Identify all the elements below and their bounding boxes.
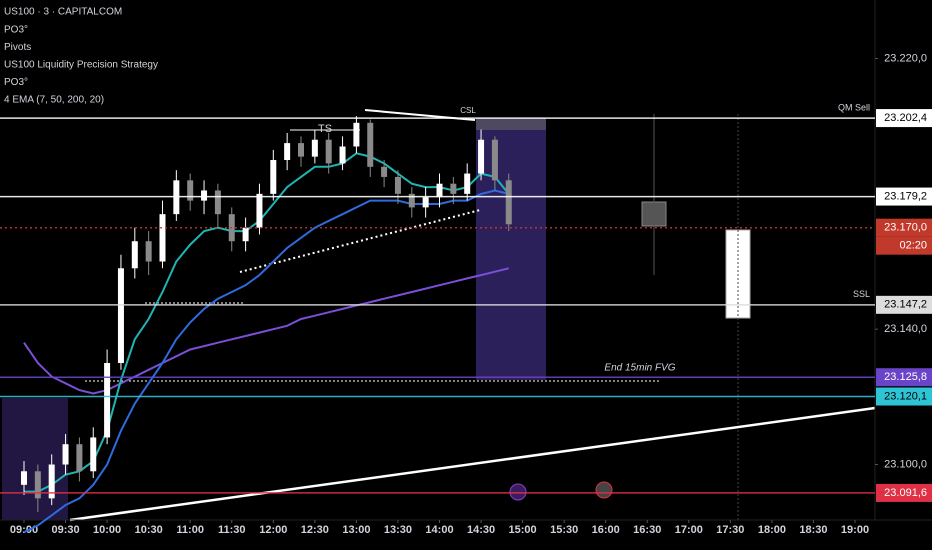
candle-body bbox=[505, 180, 512, 225]
event-icon[interactable] bbox=[595, 481, 613, 499]
price-label-bg bbox=[876, 387, 932, 406]
candle-body bbox=[353, 122, 360, 147]
candle-body bbox=[76, 444, 83, 472]
candle-body bbox=[394, 176, 401, 194]
candle-body bbox=[62, 444, 69, 465]
x-tick-label: 12:00 bbox=[259, 524, 287, 536]
x-tick-label: 14:30 bbox=[467, 524, 495, 536]
candle-body bbox=[48, 464, 55, 499]
trend-line bbox=[69, 406, 876, 522]
candle-body bbox=[491, 139, 498, 181]
x-tick-label: 11:30 bbox=[218, 524, 246, 536]
price-label: 23.202,4 bbox=[884, 112, 927, 124]
annotation: End 15min FVG bbox=[604, 363, 675, 374]
x-tick-label: 09:30 bbox=[51, 524, 79, 536]
x-tick-label: 16:30 bbox=[633, 524, 661, 536]
legend-entry: PO3° bbox=[4, 77, 28, 88]
candle-body bbox=[117, 268, 124, 364]
candle-body bbox=[90, 437, 97, 472]
candle-body bbox=[256, 193, 263, 228]
price-label: 23.125,8 bbox=[884, 371, 927, 383]
x-tick-label: 10:00 bbox=[93, 524, 121, 536]
candle-body bbox=[242, 227, 249, 242]
candle-body bbox=[21, 471, 27, 485]
x-tick-label: 12:30 bbox=[301, 524, 329, 536]
candle-body bbox=[478, 139, 485, 174]
chart-title: US100 · 3 · CAPITALCOM bbox=[4, 7, 122, 18]
price-label-bg bbox=[876, 368, 932, 387]
legend-entry: US100 Liquidity Precision Strategy bbox=[4, 60, 158, 71]
x-tick-label: 13:30 bbox=[384, 524, 412, 536]
price-label: 23.147,2 bbox=[884, 299, 927, 311]
countdown-bg bbox=[876, 236, 932, 255]
legend-entry: Pivots bbox=[4, 42, 31, 53]
trend-line bbox=[239, 209, 481, 273]
price-label-bg bbox=[876, 109, 932, 128]
x-tick-label: 10:30 bbox=[135, 524, 163, 536]
candle-body bbox=[408, 193, 415, 208]
price-label: 23.120,1 bbox=[884, 390, 927, 402]
candle-body bbox=[311, 139, 318, 157]
x-tick-label: 15:00 bbox=[509, 524, 537, 536]
annotation: TS bbox=[318, 123, 332, 135]
x-tick-label: 16:00 bbox=[592, 524, 620, 536]
x-tick-label: 17:00 bbox=[675, 524, 703, 536]
x-tick-label: 14:00 bbox=[425, 524, 453, 536]
event-icon[interactable] bbox=[509, 483, 527, 501]
candle-body bbox=[422, 197, 429, 208]
price-label: 23.170,0 bbox=[884, 222, 927, 234]
x-tick-label: 13:00 bbox=[342, 524, 370, 536]
candle-body bbox=[298, 143, 304, 157]
candle-body bbox=[34, 471, 41, 499]
price-label-bg bbox=[876, 218, 932, 237]
price-label: 23.179,2 bbox=[884, 190, 927, 202]
level-text: QM Sell bbox=[838, 102, 870, 112]
price-label-bg bbox=[876, 483, 932, 502]
candle-body bbox=[339, 146, 346, 164]
x-tick-label: 19:00 bbox=[841, 524, 869, 536]
candle-body bbox=[214, 190, 221, 215]
candle-body bbox=[131, 241, 138, 269]
candle-body bbox=[159, 214, 166, 262]
candle-body bbox=[145, 241, 152, 262]
candle-body bbox=[325, 139, 332, 164]
y-tick-label: 23.140,0 bbox=[884, 323, 927, 335]
x-tick-label: 09:00 bbox=[10, 524, 38, 536]
candle-body bbox=[104, 363, 111, 438]
annotation: CSL bbox=[460, 106, 476, 115]
level-text: SSL bbox=[853, 289, 870, 299]
candle-body bbox=[270, 160, 277, 194]
y-tick-label: 23.100,0 bbox=[884, 458, 927, 470]
y-tick-label: 23.220,0 bbox=[884, 52, 927, 64]
x-tick-label: 15:30 bbox=[550, 524, 578, 536]
candle-body bbox=[436, 183, 443, 198]
legend-entry: PO3° bbox=[4, 25, 28, 36]
zone bbox=[476, 118, 546, 130]
x-tick-label: 18:00 bbox=[758, 524, 786, 536]
candle-body bbox=[187, 180, 194, 201]
zone bbox=[2, 398, 68, 520]
candle-body bbox=[450, 183, 457, 194]
price-label-bg bbox=[876, 187, 932, 206]
x-tick-label: 11:00 bbox=[176, 524, 204, 536]
candle-body bbox=[284, 143, 291, 161]
legend-entry: 4 EMA (7, 50, 200, 20) bbox=[4, 95, 104, 106]
candle-body bbox=[367, 122, 374, 167]
x-tick-label: 18:30 bbox=[799, 524, 827, 536]
candle-body bbox=[381, 166, 388, 177]
candle-body bbox=[464, 173, 471, 194]
zone bbox=[476, 118, 546, 380]
candle-body bbox=[201, 190, 208, 201]
countdown: 02:20 bbox=[899, 240, 927, 252]
price-label-bg bbox=[876, 295, 932, 314]
x-tick-label: 17:30 bbox=[716, 524, 744, 536]
price-label: 23.091,6 bbox=[884, 487, 927, 499]
